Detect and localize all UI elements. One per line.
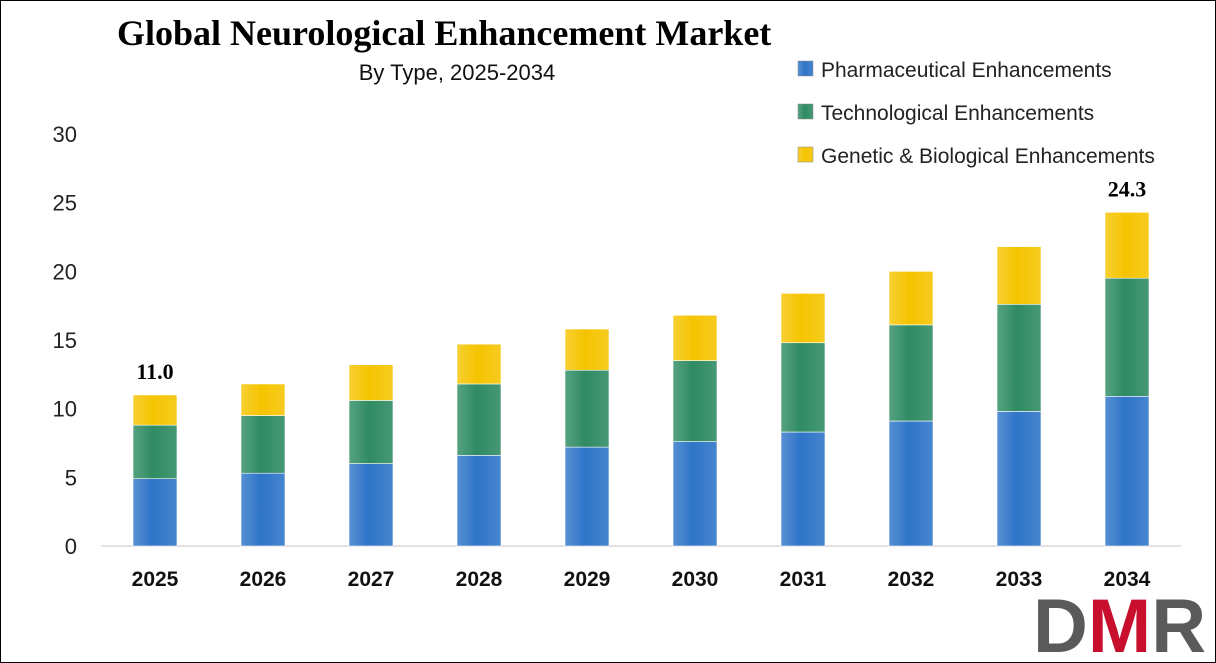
bar-technological-enhancements-2029 — [564, 369, 610, 448]
x-tick-label: 2032 — [888, 568, 935, 591]
bar-pharmaceutical-enhancements-2034 — [1104, 396, 1150, 547]
x-tick-label: 2031 — [780, 568, 827, 591]
data-label-2034: 24.3 — [1108, 176, 1147, 201]
bars — [132, 211, 1150, 547]
y-tick-label: 15 — [53, 328, 77, 353]
bar-pharmaceutical-enhancements-2031 — [780, 431, 826, 547]
bar-genetic-and-biological-enhancements-2029 — [564, 328, 610, 371]
x-tick-label: 2028 — [456, 568, 503, 591]
bar-genetic-and-biological-enhancements-2033 — [996, 246, 1042, 305]
data-labels: 11.0 24.3 — [136, 176, 1146, 384]
bar-technological-enhancements-2032 — [888, 324, 934, 422]
y-tick-label: 0 — [65, 534, 77, 559]
bar-pharmaceutical-enhancements-2027 — [348, 463, 394, 547]
y-axis: 0 5 10 15 20 25 30 — [53, 122, 77, 559]
y-tick-label: 5 — [65, 465, 77, 490]
bar-genetic-and-biological-enhancements-2028 — [456, 343, 502, 385]
dmr-logo: DMR — [1033, 584, 1206, 662]
legend: Pharmaceutical Enhancements Technological… — [797, 59, 1155, 168]
bar-pharmaceutical-enhancements-2030 — [672, 441, 718, 547]
y-tick-label: 20 — [53, 259, 77, 284]
x-tick-label: 2027 — [348, 568, 395, 591]
bar-pharmaceutical-enhancements-2028 — [456, 455, 502, 547]
bar-technological-enhancements-2026 — [240, 415, 286, 474]
bar-technological-enhancements-2033 — [996, 303, 1042, 412]
bar-genetic-and-biological-enhancements-2034 — [1104, 211, 1150, 279]
legend-label-technological-enhancements: Technological Enhancements — [821, 102, 1094, 125]
bar-pharmaceutical-enhancements-2025 — [132, 478, 178, 547]
data-label-2025: 11.0 — [136, 359, 173, 384]
bar-technological-enhancements-2034 — [1104, 277, 1150, 397]
bar-technological-enhancements-2030 — [672, 360, 718, 442]
y-tick-label: 25 — [53, 191, 77, 216]
y-tick-label: 10 — [53, 397, 77, 422]
x-tick-label: 2033 — [996, 568, 1043, 591]
legend-swatch-technological-enhancements — [797, 103, 814, 120]
bar-genetic-and-biological-enhancements-2026 — [240, 383, 286, 416]
legend-swatch-genetic-and-biological-enhancements — [797, 146, 814, 163]
bar-technological-enhancements-2031 — [780, 342, 826, 433]
legend-label-genetic-and-biological-enhancements: Genetic & Biological Enhancements — [821, 145, 1155, 168]
bar-pharmaceutical-enhancements-2033 — [996, 411, 1042, 547]
x-tick-label: 2034 — [1104, 568, 1151, 591]
x-tick-label: 2025 — [132, 568, 179, 591]
x-axis: 2025 2026 2027 2028 2029 2030 2031 2032 2033 2034 — [132, 568, 1151, 591]
bar-pharmaceutical-enhancements-2029 — [564, 446, 610, 547]
bar-technological-enhancements-2027 — [348, 400, 394, 464]
bar-genetic-and-biological-enhancements-2030 — [672, 314, 718, 361]
bar-genetic-and-biological-enhancements-2031 — [780, 293, 826, 344]
bar-technological-enhancements-2028 — [456, 383, 502, 456]
bar-genetic-and-biological-enhancements-2032 — [888, 271, 934, 326]
x-tick-label: 2029 — [564, 568, 611, 591]
logo-text: DMR — [1033, 584, 1206, 662]
x-tick-label: 2030 — [672, 568, 719, 591]
bar-genetic-and-biological-enhancements-2027 — [348, 364, 394, 401]
bar-pharmaceutical-enhancements-2032 — [888, 420, 934, 547]
legend-label-pharmaceutical-enhancements: Pharmaceutical Enhancements — [821, 59, 1112, 82]
bar-pharmaceutical-enhancements-2026 — [240, 472, 286, 547]
y-tick-label: 30 — [53, 122, 77, 147]
legend-swatch-pharmaceutical-enhancements — [797, 60, 814, 77]
bar-genetic-and-biological-enhancements-2025 — [132, 394, 178, 426]
chart-title: Global Neurological Enhancement Market — [117, 13, 771, 53]
x-tick-label: 2026 — [240, 568, 287, 591]
bar-technological-enhancements-2025 — [132, 424, 178, 480]
chart-subtitle: By Type, 2025-2034 — [359, 60, 556, 85]
